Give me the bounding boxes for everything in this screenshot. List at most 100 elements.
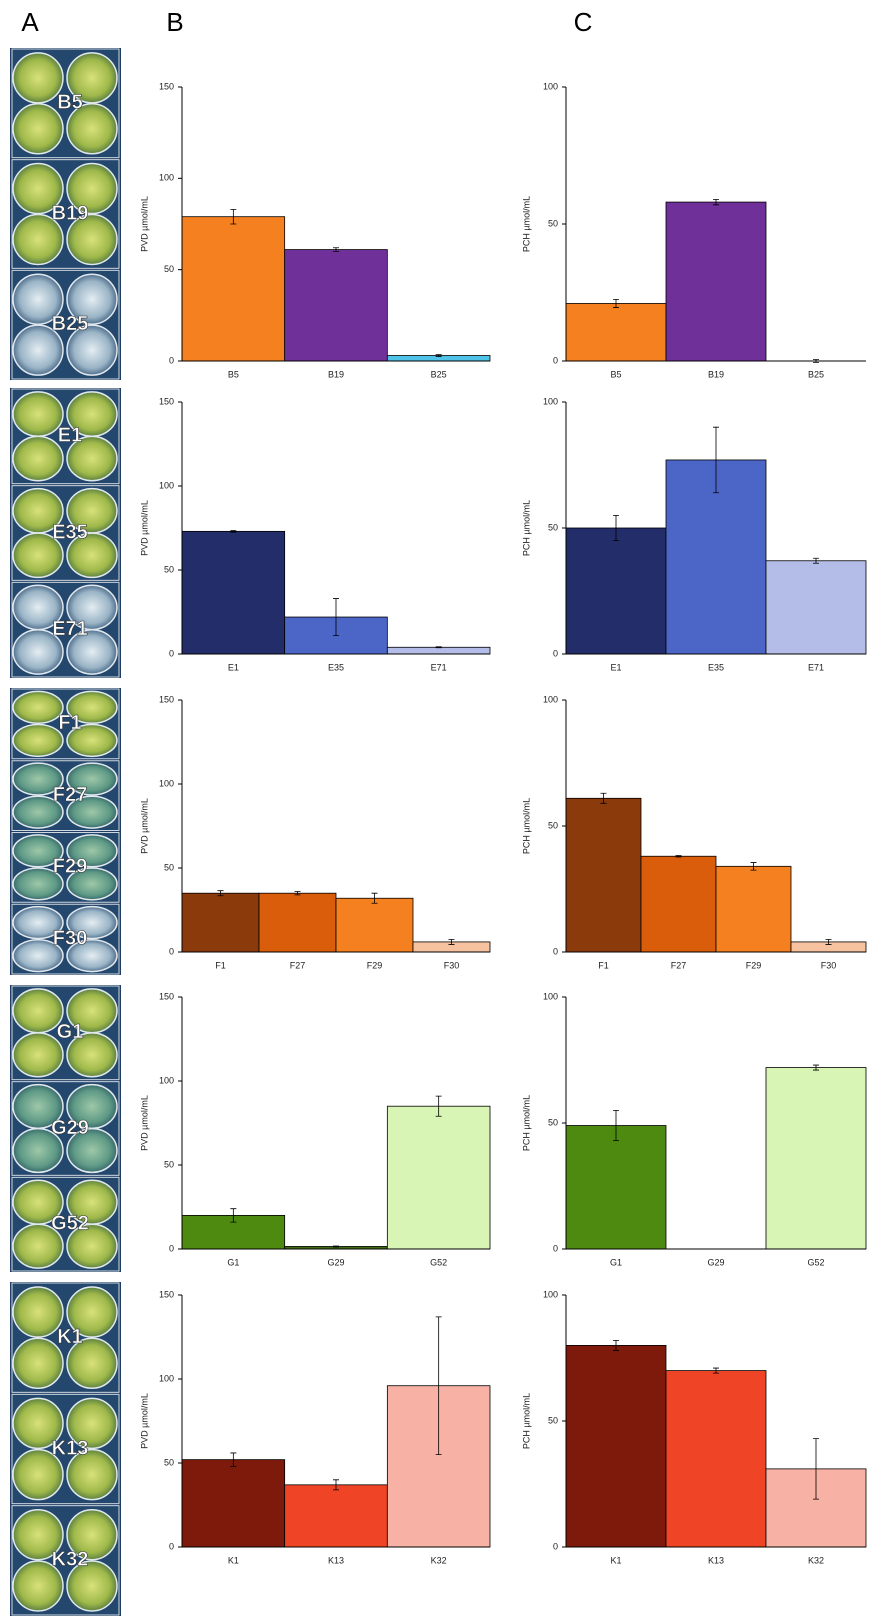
well: [66, 628, 118, 675]
photo-label: B5: [57, 92, 83, 114]
error-bar: [333, 1245, 339, 1248]
well: [12, 532, 64, 579]
error-bar: [333, 1479, 339, 1491]
well: [66, 1286, 118, 1338]
x-tick-label: F30: [821, 960, 837, 970]
photo-label: K13: [52, 1437, 89, 1459]
y-tick-label: 50: [164, 1457, 174, 1467]
x-tick-label: K1: [610, 1555, 621, 1565]
well: [12, 1286, 64, 1338]
y-tick-label: 50: [164, 264, 174, 274]
error-bar: [613, 298, 619, 308]
y-tick-label: 150: [159, 81, 174, 91]
y-axis-label: PCH µmol/mL: [521, 798, 531, 854]
y-axis-label: PVD µmol/mL: [139, 500, 149, 556]
well: [12, 52, 64, 104]
x-tick-label: F29: [746, 960, 762, 970]
well: [66, 1032, 118, 1078]
y-tick-label: 100: [159, 1373, 174, 1383]
well: [12, 103, 64, 155]
y-tick-label: 0: [169, 355, 174, 365]
well: [12, 690, 64, 725]
error-bar: [333, 598, 339, 636]
photo-label: E35: [52, 521, 88, 543]
error-bar: [613, 515, 619, 541]
x-tick-label: F30: [444, 960, 460, 970]
photo-label: K32: [52, 1549, 89, 1571]
bar: [665, 201, 767, 362]
error-bar: [230, 530, 237, 533]
bar: [284, 1484, 388, 1548]
y-tick-label: 50: [548, 1117, 558, 1127]
x-tick-label: G29: [327, 1257, 344, 1267]
photo-label: F1: [58, 712, 81, 734]
well: [66, 834, 118, 868]
x-tick-label: B19: [328, 369, 344, 379]
error-bar: [435, 1316, 442, 1455]
error-bar: [333, 247, 339, 252]
photo-label: B25: [52, 313, 89, 335]
well: [66, 103, 118, 155]
x-tick-label: G29: [707, 1257, 724, 1267]
well: [12, 1127, 64, 1174]
panel-label: B: [166, 7, 183, 37]
well: [12, 723, 64, 758]
well: [12, 213, 64, 266]
well: [66, 723, 118, 758]
well: [66, 1127, 118, 1174]
bar: [386, 1105, 491, 1250]
x-tick-label: B25: [431, 369, 447, 379]
well: [66, 52, 118, 104]
photo-label: G52: [51, 1212, 89, 1234]
well: [12, 324, 64, 376]
well: [66, 324, 118, 376]
y-tick-label: 100: [543, 396, 558, 406]
error-bar: [294, 891, 301, 896]
y-axis-label: PCH µmol/mL: [521, 500, 531, 556]
photo-label: G29: [51, 1117, 89, 1139]
error-bar: [813, 1438, 819, 1500]
y-tick-label: 150: [159, 1289, 174, 1299]
y-axis-label: PCH µmol/mL: [521, 1095, 531, 1151]
bar: [335, 897, 414, 953]
bar: [765, 560, 867, 655]
well: [12, 938, 64, 973]
well: [12, 1223, 64, 1269]
well: [66, 867, 118, 901]
bar: [565, 1125, 667, 1250]
well: [66, 762, 118, 796]
bar: [565, 527, 667, 655]
y-tick-label: 0: [553, 648, 558, 658]
x-tick-label: F27: [290, 960, 306, 970]
x-tick-label: E35: [708, 662, 724, 672]
error-bar: [435, 354, 442, 357]
error-bar: [435, 1095, 442, 1117]
y-tick-label: 100: [543, 991, 558, 1001]
bar: [181, 1459, 286, 1548]
y-tick-label: 0: [169, 1243, 174, 1253]
error-bar: [675, 855, 682, 858]
photo-label: E1: [58, 425, 82, 447]
well: [12, 1032, 64, 1078]
well: [66, 435, 118, 482]
x-tick-label: B25: [808, 369, 824, 379]
error-bar: [217, 890, 224, 897]
well: [12, 1508, 64, 1561]
error-bar: [825, 939, 832, 945]
x-tick-label: G1: [610, 1257, 622, 1267]
well: [12, 834, 64, 868]
photo-label: B19: [52, 202, 89, 224]
well: [66, 162, 118, 215]
bar: [181, 216, 286, 362]
y-tick-label: 50: [548, 820, 558, 830]
error-bar: [713, 198, 719, 206]
x-tick-label: K32: [431, 1555, 447, 1565]
well: [66, 1508, 118, 1561]
error-bar: [371, 892, 378, 904]
y-tick-label: 50: [548, 1415, 558, 1425]
bar: [181, 892, 260, 953]
y-tick-label: 50: [164, 564, 174, 574]
x-tick-label: E71: [808, 662, 824, 672]
x-tick-label: F27: [671, 960, 687, 970]
